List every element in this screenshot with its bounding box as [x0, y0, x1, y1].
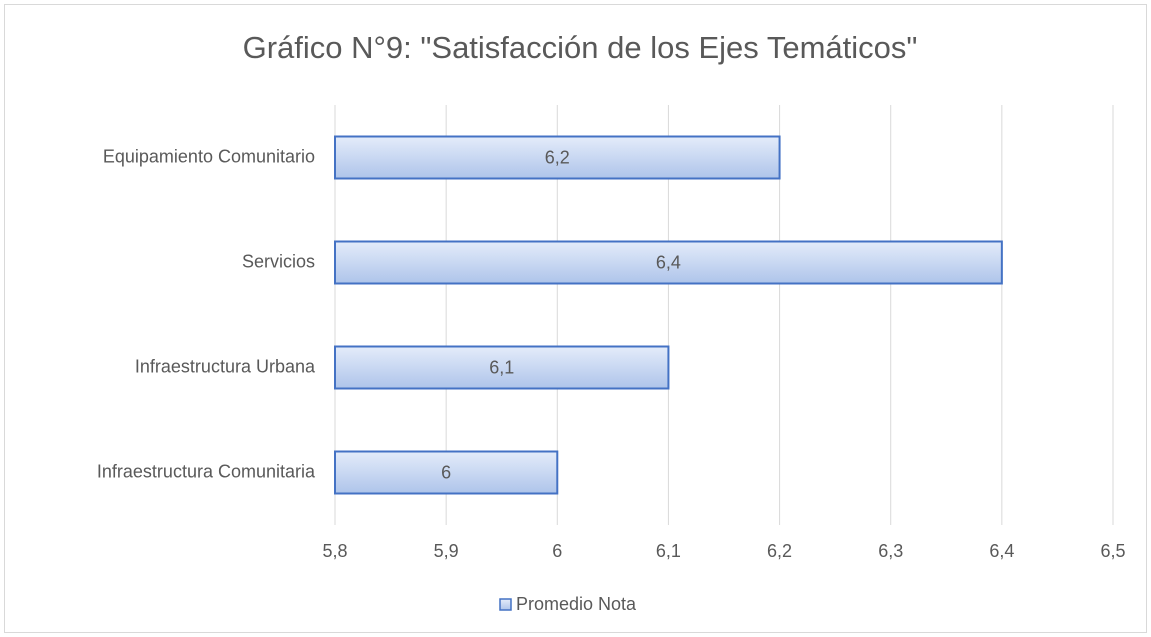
- y-tick-label: Infraestructura Comunitaria: [97, 461, 316, 481]
- bar: [334, 450, 559, 495]
- y-tick-label: Servicios: [242, 251, 315, 271]
- chart-title: Gráfico N°9: "Satisfacción de los Ejes T…: [243, 30, 918, 65]
- x-tick-label: 6,3: [878, 541, 903, 561]
- chart-frame: [4, 4, 1147, 633]
- y-tick-label: Equipamiento Comunitario: [103, 146, 315, 166]
- bar: [334, 240, 1003, 285]
- x-tick-label: 6,1: [656, 541, 681, 561]
- data-label: 6,2: [545, 147, 570, 167]
- x-tick-label: 6: [552, 541, 562, 561]
- x-tick-label: 6,2: [767, 541, 792, 561]
- legend-label: Promedio Nota: [516, 594, 637, 614]
- x-tick-label: 6,5: [1100, 541, 1125, 561]
- data-label: 6,4: [656, 252, 681, 272]
- data-label: 6: [441, 462, 451, 482]
- bar: [334, 135, 781, 180]
- y-tick-label: Infraestructura Urbana: [135, 356, 316, 376]
- legend-swatch: [499, 598, 512, 611]
- x-tick-label: 5,8: [322, 541, 347, 561]
- x-tick-label: 6,4: [989, 541, 1014, 561]
- bar: [334, 345, 670, 390]
- x-tick-label: 5,9: [434, 541, 459, 561]
- data-label: 6,1: [489, 357, 514, 377]
